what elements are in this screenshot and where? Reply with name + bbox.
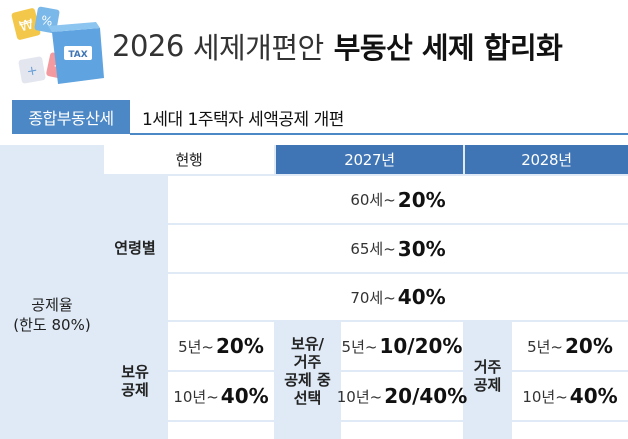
age-row-70: 70세~ 40%	[168, 274, 628, 320]
age-row-70-prefix: 70세~	[350, 288, 396, 307]
y2028-row-5y: 5년~ 20%	[512, 322, 628, 370]
y2027-5y-value: 10/20%	[379, 334, 463, 358]
tax-illustration: ₩ % + ÷ TAX	[11, 6, 104, 84]
deduction-rate-label-cap: (한도 80%)	[13, 316, 91, 334]
page-title: 2026 세제개편안 부동산 세제 합리화	[112, 26, 563, 66]
category-badge: 종합부동산세	[12, 100, 130, 134]
y2027-label-line4: 선택	[293, 389, 322, 407]
column-header-current: 현행	[104, 145, 274, 174]
y2027-row-5y: 5년~ 10/20%	[341, 322, 463, 370]
current-holding-10y-prefix: 10년~	[173, 387, 219, 406]
current-holding-label-line2: 공제	[121, 380, 149, 399]
title-plain: 세제개편안	[192, 31, 324, 65]
title-year: 2026	[112, 29, 184, 63]
category-underline	[130, 133, 628, 135]
y2027-10y-value: 20/40%	[384, 384, 468, 408]
category-text: 1세대 1주택자 세액공제 개편	[142, 109, 344, 130]
title-bold: 부동산 세제 합리화	[333, 31, 563, 65]
plus-card-icon: +	[18, 56, 46, 84]
y2027-label-line3: 공제 중	[284, 371, 331, 389]
y2028-label-line2: 공제	[473, 376, 502, 394]
deduction-rate-label-main: 공제율	[31, 295, 73, 314]
y2028-row-10y: 10년~ 40%	[512, 372, 628, 420]
current-holding-5y-prefix: 5년~	[178, 337, 215, 356]
y2027-label-line2: 거주	[293, 353, 322, 371]
svg-text:TAX: TAX	[68, 50, 87, 60]
y2028-label-line1: 거주	[473, 358, 502, 376]
current-holding-5y-value: 20%	[216, 334, 264, 358]
current-holding-row-cut	[168, 422, 274, 439]
comparison-table: 현행 2027년 2028년 공제율 (한도 80%) 연령별 60세~ 20% …	[0, 145, 628, 439]
age-row-65-prefix: 65세~	[350, 240, 396, 258]
y2027-10y-prefix: 10년~	[336, 387, 383, 406]
age-row-65-value: 30%	[397, 236, 446, 261]
svg-text:₩: ₩	[18, 16, 35, 35]
age-row-60: 60세~ 20%	[168, 176, 628, 223]
age-row-65: 65세~ 30%	[168, 225, 628, 272]
y2027-5y-prefix: 5년~	[341, 337, 378, 356]
current-holding-row-10y: 10년~ 40%	[168, 372, 274, 420]
tax-box-icon: TAX	[48, 22, 104, 84]
column-header-2027: 2027년	[276, 145, 463, 174]
current-holding-row-5y: 5년~ 20%	[168, 322, 274, 370]
y2028-10y-value: 40%	[569, 384, 618, 408]
y2028-5y-prefix: 5년~	[527, 337, 564, 356]
svg-text:+: +	[26, 63, 39, 80]
current-holding-label-line1: 보유	[121, 362, 149, 381]
column-header-2028: 2028년	[465, 145, 628, 174]
y2027-label-line1: 보유/	[290, 335, 325, 353]
y2027-row-10y: 10년~ 20/40%	[337, 372, 467, 420]
y2027-label: 보유/ 거주 공제 중 선택	[276, 322, 339, 439]
age-group-label: 연령별	[114, 238, 156, 257]
age-row-70-value: 40%	[397, 285, 446, 309]
svg-text:%: %	[40, 13, 54, 29]
y2028-row-cut	[512, 422, 628, 439]
current-holding-10y-value: 40%	[220, 384, 269, 408]
deduction-rate-label: 공제율 (한도 80%)	[0, 285, 104, 345]
y2028-10y-prefix: 10년~	[522, 387, 568, 406]
age-row-60-value: 20%	[397, 187, 446, 212]
age-row-60-prefix: 60세~	[350, 191, 396, 209]
y2027-row-cut	[341, 422, 463, 439]
y2028-label: 거주 공제	[465, 322, 510, 439]
won-card-icon: ₩	[11, 8, 41, 40]
y2028-5y-value: 20%	[565, 334, 613, 358]
current-holding-label: 보유 공제	[104, 322, 166, 439]
